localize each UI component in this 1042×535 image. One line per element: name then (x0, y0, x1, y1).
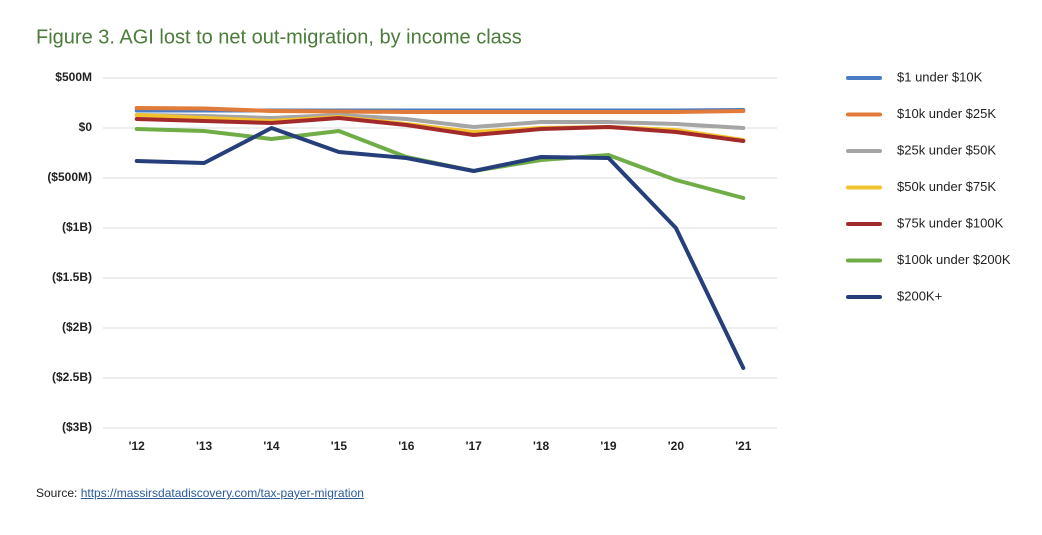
x-tick-label: '12 (129, 439, 146, 453)
series-line (134, 116, 746, 143)
legend-label: $1 under $10K (897, 69, 983, 84)
source-label: Source: (36, 486, 78, 500)
x-tick-label: '15 (331, 439, 348, 453)
x-tick-label: '21 (735, 439, 752, 453)
legend-label: $10k under $25K (897, 106, 996, 121)
y-tick-label: ($2.5B) (52, 370, 92, 384)
series-line (134, 126, 746, 370)
y-tick-label: ($500M) (47, 170, 92, 184)
x-tick-label: '17 (466, 439, 483, 453)
x-tick-label: '18 (533, 439, 550, 453)
x-tick-label: '14 (263, 439, 280, 453)
legend-label: $50k under $75K (897, 179, 996, 194)
y-tick-label: ($1B) (62, 220, 92, 234)
chart-title: Figure 3. AGI lost to net out-migration,… (36, 26, 522, 48)
y-tick-label: ($1.5B) (52, 270, 92, 284)
y-tick-label: ($2B) (62, 320, 92, 334)
y-tick-label: $500M (55, 70, 92, 84)
legend-label: $75k under $100K (897, 215, 1004, 230)
x-tick-label: '16 (398, 439, 415, 453)
source: Source: https://massirsdatadiscovery.com… (36, 486, 364, 500)
legend-label: $100k under $200K (897, 252, 1011, 267)
x-tick-label: '19 (600, 439, 617, 453)
x-tick-label: '20 (668, 439, 685, 453)
legend-label: $25k under $50K (897, 142, 996, 157)
y-tick-label: ($3B) (62, 420, 92, 434)
x-tick-label: '13 (196, 439, 213, 453)
source-link[interactable]: https://massirsdatadiscovery.com/tax-pay… (80, 486, 364, 500)
series-line (134, 113, 746, 130)
series-line (134, 106, 746, 114)
legend-label: $200K+ (897, 288, 942, 303)
y-tick-label: $0 (79, 120, 93, 134)
chart: Figure 3. AGI lost to net out-migration,… (36, 26, 1011, 453)
